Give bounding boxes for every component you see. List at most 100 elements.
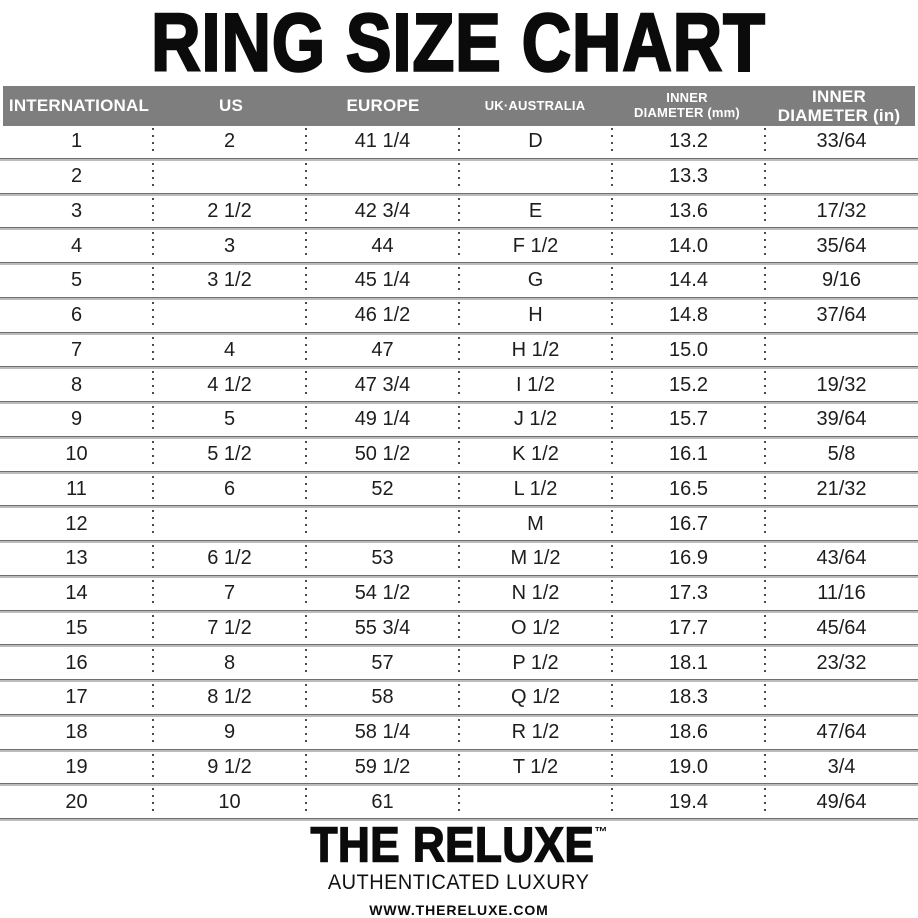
column-header-line1: EUROPE	[346, 96, 420, 116]
cell-inner-diameter-mm: 15.2	[611, 369, 765, 404]
table-row: 20 10 61 19.4 49/64	[0, 786, 918, 821]
cell-uk-australia: L 1/2	[458, 474, 612, 509]
column-header: US	[155, 86, 307, 126]
table-row: 10 5 1/2 50 1/2 K 1/2 16.1 5/8	[0, 439, 918, 474]
brand-footer: THE RELUXE™ AUTHENTICATED LUXURY WWW.THE…	[0, 820, 918, 918]
cell-inner-diameter-in: 39/64	[764, 404, 918, 439]
table-row: 2 13.3	[0, 161, 918, 196]
cell-international: 12	[65, 512, 88, 535]
column-header: INTERNATIONAL	[3, 86, 155, 126]
cell-inner-diameter-mm: 15.7	[611, 404, 765, 439]
cell-inner-diameter-mm: 17.3	[611, 578, 765, 613]
cell-europe: 46 1/2	[305, 300, 459, 335]
cell-international: 14	[65, 582, 88, 605]
cell-us: 9	[152, 717, 306, 752]
cell-inner-diameter-in: 33/64	[764, 126, 918, 161]
cell-uk-australia: H 1/2	[458, 335, 612, 370]
cell-europe: 59 1/2	[305, 752, 459, 787]
table-header-row: INTERNATIONAL US EUROPE UK·AUSTRALIA INN…	[3, 86, 915, 126]
cell-uk-australia: H	[458, 300, 612, 335]
column-header-line1: INNER	[812, 86, 866, 106]
table-row: 14 7 54 1/2 N 1/2 17.3 11/16	[0, 578, 918, 613]
cell-europe: 58 1/4	[305, 717, 459, 752]
cell-inner-diameter-in: 5/8	[764, 439, 918, 474]
table-row: 6 46 1/2 H 14.8 37/64	[0, 300, 918, 335]
cell-europe	[305, 508, 459, 543]
cell-us: 6 1/2	[152, 543, 306, 578]
column-header-line1: US	[218, 96, 244, 116]
cell-us: 5 1/2	[152, 439, 306, 474]
cell-uk-australia: M	[458, 508, 612, 543]
cell-inner-diameter-in: 37/64	[764, 300, 918, 335]
column-header: INNER DIAMETER (in)	[763, 86, 915, 126]
table-row: 13 6 1/2 53 M 1/2 16.9 43/64	[0, 543, 918, 578]
cell-inner-diameter-mm: 19.4	[611, 786, 765, 821]
cell-international: 3	[70, 199, 83, 222]
cell-us: 8	[152, 647, 306, 682]
cell-us: 2	[152, 126, 306, 161]
cell-inner-diameter-in: 9/16	[764, 265, 918, 300]
cell-inner-diameter-in: 45/64	[764, 613, 918, 648]
cell-international: 5	[70, 269, 83, 292]
cell-us	[152, 508, 306, 543]
cell-international: 8	[70, 373, 83, 396]
cell-europe: 58	[305, 682, 459, 717]
cell-uk-australia: T 1/2	[458, 752, 612, 787]
cell-international: 4	[70, 234, 83, 257]
cell-europe: 47	[305, 335, 459, 370]
table-row: 16 8 57 P 1/2 18.1 23/32	[0, 647, 918, 682]
table-row: 11 6 52 L 1/2 16.5 21/32	[0, 474, 918, 509]
cell-inner-diameter-mm: 13.3	[611, 161, 765, 196]
cell-uk-australia	[458, 161, 612, 196]
cell-us: 7	[152, 578, 306, 613]
cell-europe: 50 1/2	[305, 439, 459, 474]
cell-uk-australia: G	[458, 265, 612, 300]
cell-uk-australia: K 1/2	[458, 439, 612, 474]
table-row: 3 2 1/2 42 3/4 E 13.6 17/32	[0, 196, 918, 231]
cell-inner-diameter-mm: 13.2	[611, 126, 765, 161]
size-table-body: 1 2 41 1/4 D 13.2 33/64 2 13.3 3 2 1/2 4…	[0, 126, 918, 821]
cell-us: 2 1/2	[152, 196, 306, 231]
cell-international: 19	[65, 755, 88, 778]
cell-international: 10	[65, 443, 88, 466]
cell-inner-diameter-mm: 14.8	[611, 300, 765, 335]
cell-international: 15	[65, 616, 88, 639]
cell-international: 1	[70, 130, 83, 153]
table-row: 5 3 1/2 45 1/4 G 14.4 9/16	[0, 265, 918, 300]
cell-us	[152, 161, 306, 196]
cell-international: 2	[70, 165, 83, 188]
brand-tagline: AUTHENTICATED LUXURY	[328, 870, 590, 894]
cell-inner-diameter-in: 17/32	[764, 196, 918, 231]
cell-inner-diameter-mm: 15.0	[611, 335, 765, 370]
brand-website: WWW.THERELUXE.COM	[369, 901, 549, 918]
table-row: 4 3 44 F 1/2 14.0 35/64	[0, 230, 918, 265]
column-header-line1: INNER	[666, 90, 708, 106]
cell-inner-diameter-in: 23/32	[764, 647, 918, 682]
cell-international: 18	[65, 721, 88, 744]
cell-europe: 52	[305, 474, 459, 509]
table-row: 15 7 1/2 55 3/4 O 1/2 17.7 45/64	[0, 613, 918, 648]
cell-inner-diameter-in: 19/32	[764, 369, 918, 404]
cell-us	[152, 300, 306, 335]
cell-us: 4	[152, 335, 306, 370]
cell-inner-diameter-mm: 14.4	[611, 265, 765, 300]
cell-uk-australia: F 1/2	[458, 230, 612, 265]
table-row: 18 9 58 1/4 R 1/2 18.6 47/64	[0, 717, 918, 752]
cell-inner-diameter-mm: 16.1	[611, 439, 765, 474]
cell-europe: 54 1/2	[305, 578, 459, 613]
cell-uk-australia: O 1/2	[458, 613, 612, 648]
cell-us: 7 1/2	[152, 613, 306, 648]
cell-international: 20	[65, 790, 88, 813]
cell-uk-australia: P 1/2	[458, 647, 612, 682]
table-row: 8 4 1/2 47 3/4 I 1/2 15.2 19/32	[0, 369, 918, 404]
cell-europe: 42 3/4	[305, 196, 459, 231]
table-row: 9 5 49 1/4 J 1/2 15.7 39/64	[0, 404, 918, 439]
cell-uk-australia: N 1/2	[458, 578, 612, 613]
trademark-symbol: ™	[594, 823, 608, 839]
cell-inner-diameter-in	[764, 161, 918, 196]
cell-us: 5	[152, 404, 306, 439]
cell-uk-australia: D	[458, 126, 612, 161]
cell-us: 4 1/2	[152, 369, 306, 404]
table-row: 1 2 41 1/4 D 13.2 33/64	[0, 126, 918, 161]
